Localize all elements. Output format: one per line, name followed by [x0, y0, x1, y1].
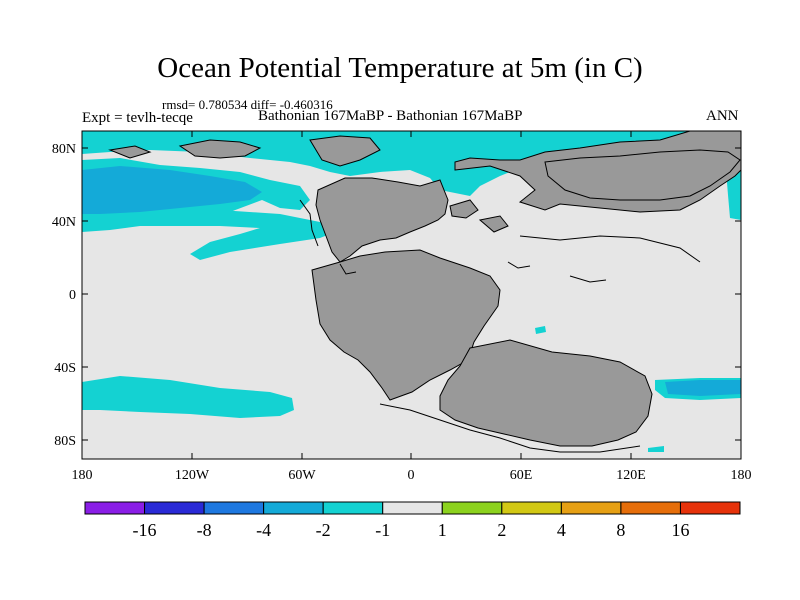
colorbar-tick-label: -16 [133, 520, 157, 540]
season-label: ANN [706, 108, 739, 124]
rmsd-diff-stats: rmsd= 0.780534 diff= -0.460316 [162, 97, 333, 112]
colorbar-swatch-7 [501, 501, 562, 515]
anomaly-tethys-band [82, 210, 340, 260]
land-small-island-east [478, 215, 509, 233]
colorbar-tick-label: -1 [375, 520, 390, 540]
x-label-120e: 120E [616, 468, 646, 483]
colorbar-swatch-9 [620, 501, 681, 515]
experiments-compared: Bathonian 167MaBP - Bathonian 167MaBP [258, 108, 523, 124]
y-label-40s: 40S [54, 361, 76, 376]
experiment-label: Expt = tevlh-tecqe [82, 110, 193, 126]
land-europe-islands [449, 199, 479, 219]
axis-ticks [81, 131, 742, 459]
colorbar-swatch-2 [203, 501, 265, 515]
colorbar [84, 501, 741, 515]
contour-small-3 [569, 275, 607, 283]
colorbar-swatch-1 [144, 501, 205, 515]
colorbar-tick-label: -8 [197, 520, 212, 540]
y-label-40n: 40N [52, 215, 76, 230]
contour-lines [299, 199, 701, 453]
x-label-180w: 180 [72, 468, 93, 483]
colorbar-tick-label: -4 [256, 520, 271, 540]
anomaly-strong-north-pacific [82, 166, 262, 214]
land-greenland [309, 135, 381, 167]
anomaly-south-pacific [82, 376, 294, 418]
x-label-120w: 120W [175, 468, 210, 483]
map-title: Ocean Potential Temperature at 5m (in C) [157, 52, 643, 84]
land-arctic-islands [178, 139, 262, 159]
colorbar-swatch-8 [560, 501, 622, 515]
anomaly-strong-south-indian [665, 380, 741, 396]
colorbar-tick-label: 8 [616, 520, 625, 540]
colorbar-tick-label: 4 [557, 520, 566, 540]
colorbar-swatch-5 [382, 501, 443, 515]
x-label-0: 0 [408, 468, 415, 483]
contour-south-ocean [379, 403, 641, 453]
y-label-80n: 80N [52, 142, 76, 157]
contour-tethys [519, 235, 701, 263]
colorbar-swatch-0 [84, 501, 146, 515]
colorbar-tick-label: 1 [438, 520, 447, 540]
x-label-60e: 60E [510, 468, 533, 483]
colorbar-labels: -16 -8 -4 -2 -1 1 2 4 8 16 [133, 520, 690, 540]
colorbar-tick-label: -2 [316, 520, 331, 540]
anomaly-small-patch [535, 326, 546, 334]
x-label-60w: 60W [288, 468, 316, 483]
y-label-equator: 0 [69, 288, 76, 303]
land [108, 130, 742, 447]
land-asia-east-lobe [544, 149, 741, 201]
x-label-180e: 180 [731, 468, 752, 483]
anomaly-small-south [648, 446, 664, 452]
land-arctic-island-2 [108, 145, 152, 159]
colorbar-swatch-3 [263, 501, 324, 515]
colorbar-swatch-10 [679, 501, 741, 515]
contour-small-2 [507, 261, 531, 269]
colorbar-swatch-4 [322, 501, 384, 515]
land-laurasia-west [315, 177, 449, 263]
contour-north-atlantic [299, 199, 319, 247]
colorbar-tick-label: 2 [497, 520, 506, 540]
y-label-80s: 80S [54, 434, 76, 449]
anomaly-east-edge [726, 168, 741, 220]
colorbar-tick-label: 16 [671, 520, 689, 540]
land-antarctica-india [439, 339, 653, 447]
colorbar-swatch-6 [441, 501, 503, 515]
contour-small-1 [339, 263, 357, 275]
